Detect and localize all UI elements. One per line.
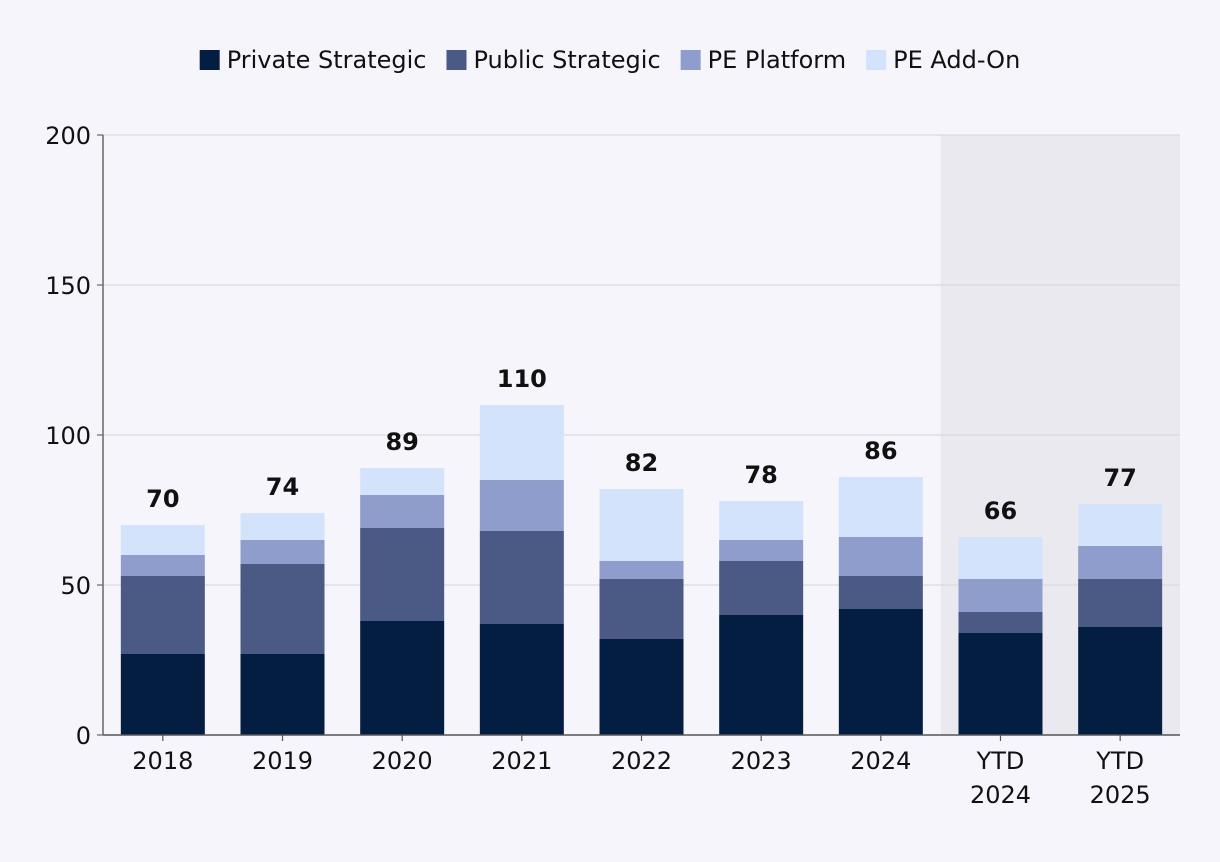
legend-item: Public Strategic (446, 46, 661, 74)
bar-segment (719, 540, 804, 561)
bar-segment (479, 531, 564, 624)
x-tick-label: 2024 (850, 747, 911, 775)
bar-total-label: 66 (984, 497, 1017, 525)
legend: Private Strategic Public Strategic PE Plat… (199, 46, 1020, 74)
bar-total-label: 110 (497, 365, 547, 393)
bar-segment (599, 561, 684, 579)
bar-segment (1078, 546, 1163, 579)
legend-item: PE Add-On (866, 46, 1020, 74)
x-tick-label: 2021 (491, 747, 552, 775)
bar-total-label: 82 (625, 449, 658, 477)
bar-segment (838, 609, 923, 735)
bar-segment (479, 624, 564, 735)
x-tick-label: 2019 (252, 747, 313, 775)
legend-swatch (446, 50, 467, 70)
y-tick-label: 200 (45, 122, 91, 150)
bar-segment (1078, 627, 1163, 735)
bar-segment (838, 576, 923, 609)
legend-swatch (199, 50, 220, 70)
bar-segment (719, 561, 804, 615)
bar-segment (599, 489, 684, 561)
bar-total-label: 77 (1103, 464, 1136, 492)
bar-segment (599, 579, 684, 639)
bar-total-label: 86 (864, 437, 897, 465)
bar-segment (838, 537, 923, 576)
bar-segment (838, 477, 923, 537)
bar-segment (719, 615, 804, 735)
bar-segment (120, 525, 205, 555)
bar-total-label: 89 (385, 428, 418, 456)
x-tick-label: YTD 2024 (970, 747, 1031, 809)
bar-segment (1078, 579, 1163, 627)
bar-segment (599, 639, 684, 735)
x-tick-label: 2018 (132, 747, 193, 775)
bar-segment (1078, 504, 1163, 546)
bar-segment (240, 654, 325, 735)
x-tick-label: YTD 2025 (1090, 747, 1151, 809)
bar-segment (240, 540, 325, 564)
y-axis-ticks: 0 50 100 150 200 (45, 122, 103, 750)
bar-segment (120, 555, 205, 576)
bar-segment (120, 576, 205, 654)
bar-segment (360, 468, 445, 495)
y-tick-label: 0 (76, 722, 91, 750)
y-tick-label: 50 (60, 572, 91, 600)
x-axis-ticks: 2018 2019 2020 2021 2022 2023 2024 YTD 2024 YTD 20… (132, 735, 1151, 809)
bar-segment (958, 612, 1043, 633)
legend-item: Private Strategic (199, 46, 427, 74)
x-tick-label: 2023 (731, 747, 792, 775)
bar-segment (360, 621, 445, 735)
bar-total-label: 74 (266, 473, 299, 501)
bar-total-label: 78 (744, 461, 777, 489)
legend-label: Private Strategic (227, 46, 427, 74)
legend-label: Public Strategic (473, 46, 660, 74)
y-tick-label: 100 (45, 422, 91, 450)
bar-totals: 70 74 89 110 82 78 86 66 77 (146, 365, 1137, 525)
y-tick-label: 150 (45, 272, 91, 300)
x-tick-label: 2022 (611, 747, 672, 775)
bar-segment (479, 405, 564, 480)
bar-segment (958, 633, 1043, 735)
bar-segment (958, 579, 1043, 612)
legend-label: PE Add-On (893, 46, 1020, 74)
bar-segment (240, 513, 325, 540)
bars (120, 405, 1163, 735)
bar-segment (958, 537, 1043, 579)
bar-segment (120, 654, 205, 735)
bar-segment (360, 528, 445, 621)
bar-segment (240, 564, 325, 654)
bar-segment (360, 495, 445, 528)
legend-swatch (680, 50, 701, 70)
x-tick-label: 2020 (372, 747, 433, 775)
bar-segment (479, 480, 564, 531)
bar-total-label: 70 (146, 485, 179, 513)
bar-segment (719, 501, 804, 540)
legend-label: PE Platform (708, 46, 846, 74)
legend-item: PE Platform (680, 46, 846, 74)
legend-swatch (866, 50, 887, 70)
